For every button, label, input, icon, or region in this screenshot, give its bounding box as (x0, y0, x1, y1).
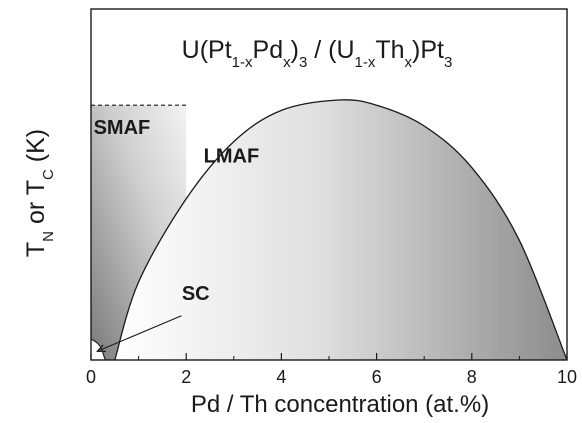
chart-title: U(Pt1-xPdx)3 / (U1-xThx)Pt3 (182, 36, 453, 71)
x-tick-label: 8 (467, 367, 477, 387)
sc-label: SC (182, 283, 210, 305)
y-axis-label: TN or TC (K) (22, 129, 57, 257)
lmaf-phase-boundary (114, 99, 568, 361)
x-tick-label: 2 (181, 367, 191, 387)
x-tick-label: 4 (276, 367, 286, 387)
sc-arrow (98, 315, 182, 351)
sc-phase-boundary (90, 338, 106, 361)
lmaf-label: LMAF (204, 145, 260, 167)
x-tick-label: 6 (372, 367, 382, 387)
lmaf-region (114, 99, 568, 361)
x-tick-label: 0 (86, 367, 96, 387)
x-axis-ticks: 0 2 4 6 8 10 (86, 353, 577, 387)
smaf-label: SMAF (94, 117, 151, 139)
x-tick-label: 10 (557, 367, 577, 387)
regions-layer: SMAF LMAF SC (90, 99, 568, 361)
x-axis-label: Pd / Th concentration (at.%) (191, 391, 489, 418)
